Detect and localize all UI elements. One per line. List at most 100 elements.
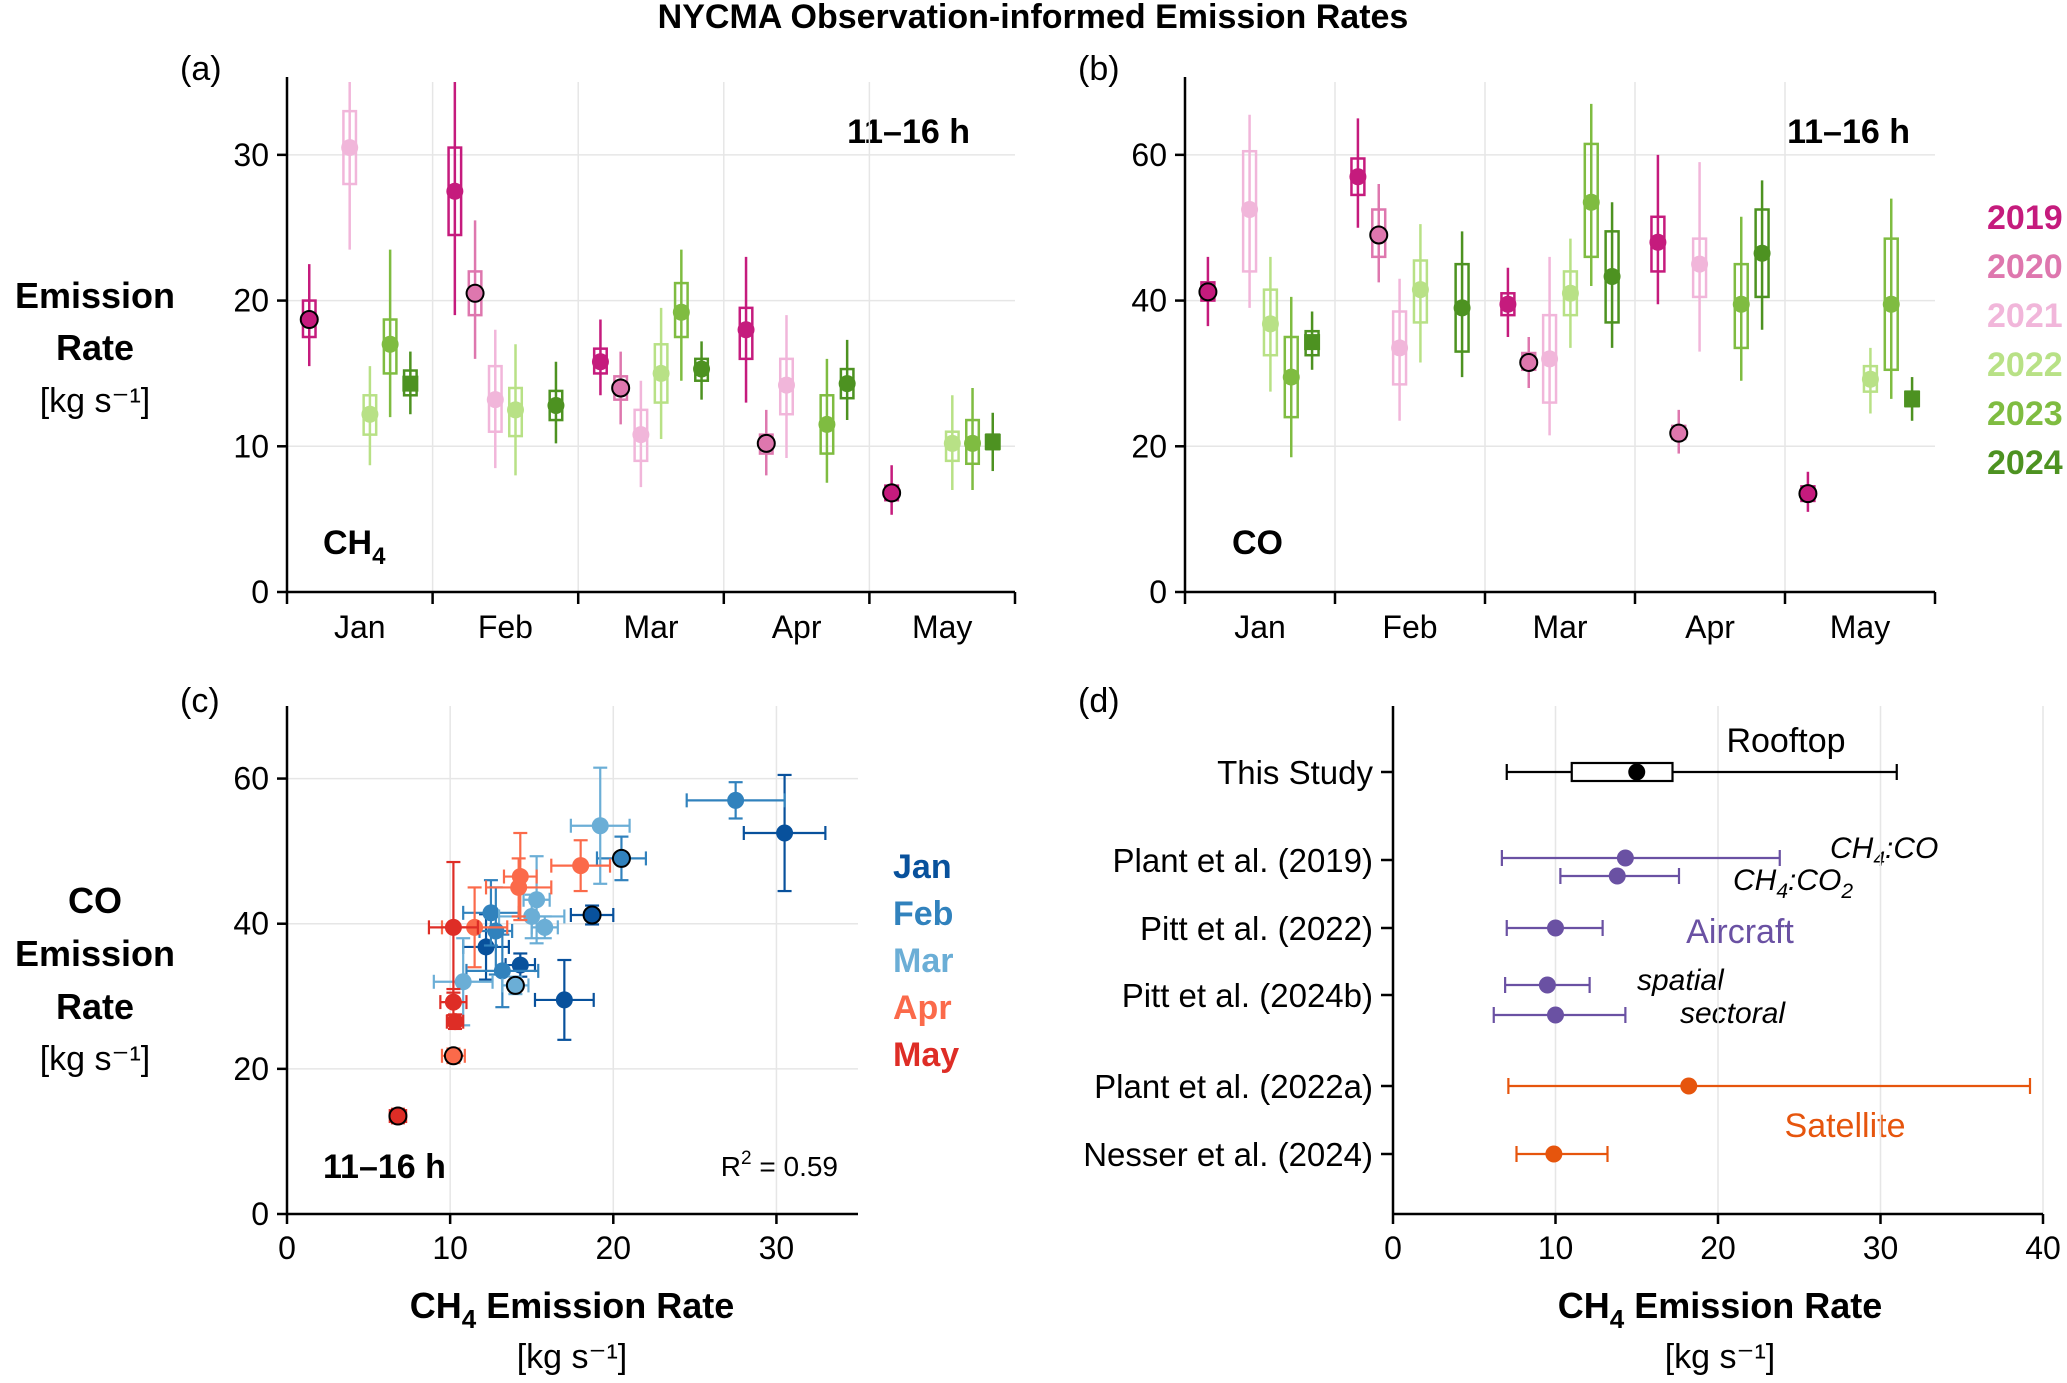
panel-d-xlabel: CH4 Emission Rate [1558,1285,1883,1334]
panel-b-xtick-label: Apr [1685,609,1735,645]
panel-a-median-marker [361,405,379,423]
panel-c-marker [511,868,529,886]
panel-c-point-apr-17 [440,1046,466,1066]
panel-d-annot-ch4co2-main: CH [1733,864,1777,897]
panel-a-median-marker [341,139,359,157]
panel-c-point-jan-1 [569,904,615,926]
panel-d-marker [1616,849,1634,867]
panel-d-estimate-0 [1505,761,1898,783]
panel-a-box-2024-Mar [693,341,711,400]
panel-b-median-marker [1261,315,1279,333]
panel-c-marker [444,918,462,936]
panel-a-box-2024-Feb [547,361,565,444]
panel-a-corner-label: 11–16 h [847,113,970,151]
panel-b-box-2023-Jan [1282,296,1300,458]
panel-b-ytick-label: 40 [1131,283,1167,319]
panel-b-box-2023-May [1882,198,1900,399]
panel-a-xtick-label: Jan [334,609,386,645]
panel-a-species-label: CH4 [323,524,386,570]
panel-b-median-marker [1691,255,1709,273]
panel-b-box-2024-Jan [1304,311,1321,370]
panel-b-ytick-label: 60 [1131,137,1167,173]
panel-d-annot-ch4co2: CH4:CO2 [1733,864,1853,903]
panel-a-box-2021-Apr [777,315,795,458]
panel-d-annot-ch4co2-sub2: 2 [1840,880,1853,903]
panel-d-annot-ch4co-main: CH [1830,832,1874,865]
panel-a-box-2019-Jan [299,264,319,367]
panel-b-median-marker [1391,339,1409,357]
panel-c-point-feb-6 [595,835,648,882]
panel-c-ytick-label: 20 [233,1051,269,1087]
panel-d-xtick-label: 0 [1384,1230,1402,1266]
panel-b-box-2019-May [1798,471,1818,512]
panel-c-point-apr-16 [550,839,612,893]
panel-d-xtick-label: 40 [2025,1230,2061,1266]
legend-year-2023: 2023 [1987,395,2063,433]
panel-b-box-2022-Mar [1561,238,1579,348]
panel-b-box-2024-Feb [1453,231,1471,378]
panel-a-box-2021-Feb [486,329,504,469]
panel-a-box-2024-May [984,412,1001,472]
panel-c-plot: 0 20 40 60 0 10 20 30 [233,706,858,1266]
panel-a-box-2023-May [964,388,982,490]
panel-c-point-may-24 [445,1013,465,1031]
panel-b-median-marker [1282,368,1300,386]
panel-c-point-feb-7 [465,933,540,1009]
panel-a-box-2019-May [882,465,902,515]
panel-c-point-mar-15 [522,855,551,945]
panel-c-ytick-label: 40 [233,906,269,942]
panel-a-xtick-label: Mar [623,609,678,645]
panel-b-box-2023-Mar [1582,103,1600,286]
panel-d-annot-ch4co-rest: :CO [1885,832,1938,865]
panel-b-xtick-label: Mar [1532,609,1587,645]
panel-d-annot-sectoral: sectoral [1680,997,1786,1030]
figure-title: NYCMA Observation-informed Emission Rate… [658,0,1409,36]
panel-c-xtick-label: 30 [759,1230,795,1266]
panel-b-label: (b) [1078,50,1120,88]
panel-d-estimate-7 [1515,1145,1609,1163]
panel-b-median-marker [1369,225,1389,245]
panel-d-xtick-label: 10 [1538,1230,1574,1266]
panel-a-median-marker [672,303,690,321]
panel-b-xtick-label: Jan [1234,609,1286,645]
panel-a-box-2024-Apr [838,339,856,421]
panel-b-median-marker [1669,423,1689,443]
panel-d-label: (d) [1078,682,1120,720]
panel-a-species-sub: 4 [372,543,386,570]
panel-a-box-2023-Mar [672,249,690,381]
panel-b-box-2019-Feb [1349,118,1367,228]
panel-a-xtick-label: Feb [478,609,533,645]
panel-b-median-marker [1349,168,1367,186]
panel-b-median-marker [1882,295,1900,313]
panel-a-ylabel-line2: Rate [56,327,134,368]
panel-c-xlabel-rest: Emission Rate [476,1285,734,1326]
panel-d-row-label: Plant et al. (2019) [1113,842,1374,879]
legend-year-2024: 2024 [1987,444,2063,482]
panel-c-marker [487,922,505,940]
panel-a-median-marker [777,376,795,394]
panel-d-group-satellite: Satellite [1785,1107,1906,1145]
panel-a-ytick-label: 20 [233,283,269,319]
panel-c-xunits: [kg s⁻¹] [517,1338,628,1376]
panel-b-box-2024-Mar [1603,202,1621,348]
panel-b-median-marker [1198,282,1218,302]
panel-c-marker [443,1046,463,1066]
panel-b-box-2020-Mar [1519,337,1539,388]
panel-d-estimate-3 [1505,919,1604,937]
panel-b-median-marker [1453,299,1471,317]
panel-a-median-marker [943,434,961,452]
legend-month-may: May [893,1036,959,1074]
panel-c-marker [511,956,529,974]
panel-b-median-marker [1304,334,1321,351]
panel-b-box-2022-Feb [1411,224,1429,363]
legend-year-2019: 2019 [1987,199,2063,237]
panel-c-marker [591,817,609,835]
panel-d-marker [1547,919,1564,937]
panel-d-marker [1608,867,1626,885]
panel-d-marker [1545,1145,1563,1163]
panel-a-median-marker [465,283,485,303]
panel-d-marker [1628,763,1646,781]
panel-a-median-marker [964,434,982,452]
panel-a-species-main: CH [323,524,372,562]
panel-b-box-2022-May [1861,347,1879,414]
